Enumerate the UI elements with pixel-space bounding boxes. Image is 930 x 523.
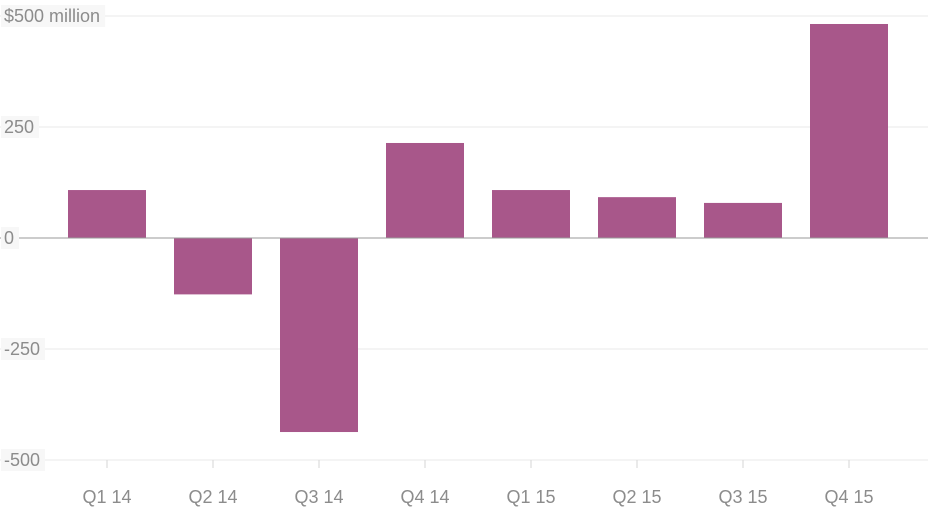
bar-q3-15: [704, 202, 782, 238]
x-tick-label-1: Q2 14: [188, 487, 237, 507]
x-tick-label-6: Q3 15: [718, 487, 767, 507]
x-tick-label-7: Q4 15: [824, 487, 873, 507]
grid-layer: [0, 15, 928, 461]
x-tick-label-3: Q4 14: [400, 487, 449, 507]
x-tick-label-2: Q3 14: [294, 487, 343, 507]
y-tick-label-bg-1: [1, 116, 40, 138]
x-tick-label-4: Q1 15: [506, 487, 555, 507]
bar-q1-15: [492, 190, 570, 238]
y-tick-label-1: 250: [4, 117, 34, 137]
y-tick-label-3: -250: [4, 339, 40, 359]
label-layer: $500 million 250 0 -250 -500 Q1 14 Q2 14 Q3 14 Q…: [1, 5, 874, 507]
bar-q4-14: [386, 142, 464, 238]
y-tick-label-0: $500 million: [4, 6, 100, 26]
x-tick-label-5: Q2 15: [612, 487, 661, 507]
bar-q2-15: [598, 197, 676, 238]
y-tick-label-bg-0: [1, 5, 106, 27]
axis-layer: [0, 237, 928, 468]
bar-q3-14: [280, 238, 358, 433]
y-tick-label-bg-4: [1, 449, 46, 471]
bar-q4-15: [810, 23, 888, 238]
bar-q1-14: [68, 190, 146, 238]
y-tick-label-2: 0: [4, 228, 14, 248]
y-tick-label-bg-3: [1, 338, 46, 360]
y-tick-label-4: -500: [4, 450, 40, 470]
bar-layer: [68, 23, 888, 433]
bar-q2-14: [174, 238, 252, 295]
x-tick-label-0: Q1 14: [82, 487, 131, 507]
y-tick-label-bg-2: [1, 227, 20, 249]
